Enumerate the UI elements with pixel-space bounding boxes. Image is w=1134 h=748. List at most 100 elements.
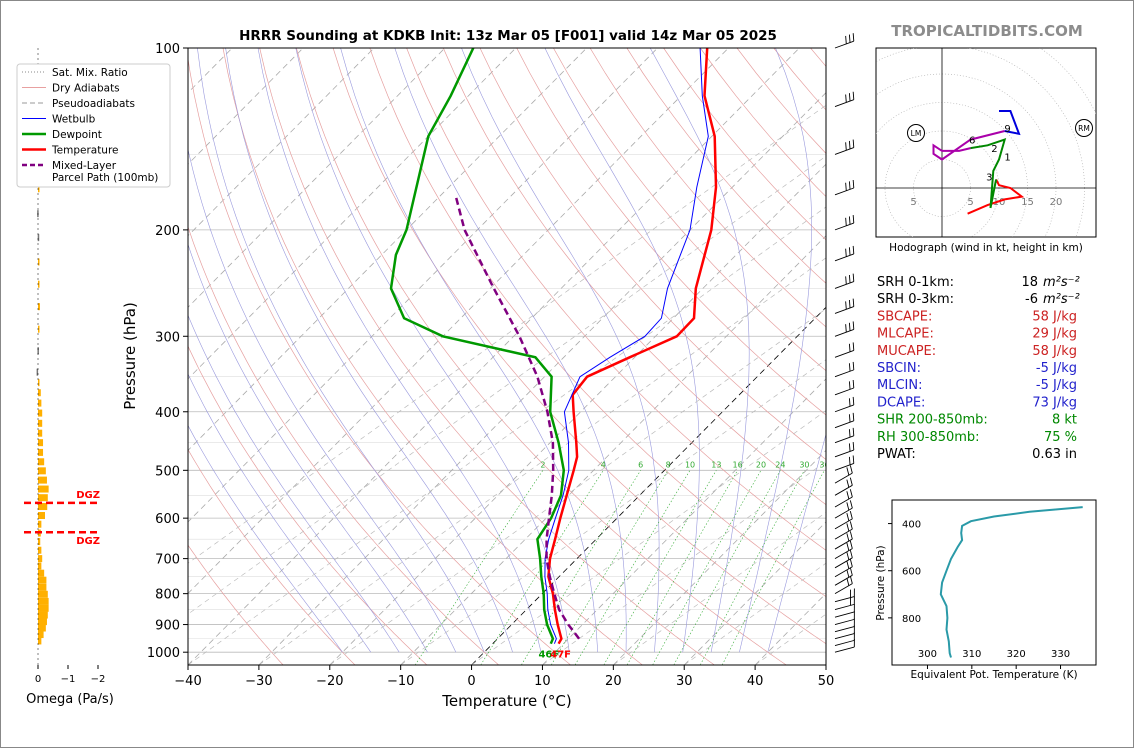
wind-barb-flag [845,301,847,310]
wind-barb-flag [846,569,850,578]
wind-barb-flag [845,217,847,226]
wind-barb-flag [852,379,855,389]
dry-adiabat-line [589,48,826,328]
dry-adiabat-line [296,48,787,665]
wetbulb-line [544,48,709,644]
omega-bar [38,538,41,546]
legend-label: Pseudoadiabats [52,98,135,110]
wind-barb-flag [845,94,847,103]
wind-barb-flag [846,542,850,551]
omega-bar [38,618,47,626]
omega-bar [38,546,42,554]
theta-e-x-tick-label: 320 [1007,649,1026,660]
isotherm-line [188,48,729,595]
dry-adiabat-line [188,448,356,665]
wind-barb [834,342,855,358]
wind-barb-flag [852,215,855,224]
isotherm-line [542,378,826,665]
y-tick-label: 800 [155,588,180,603]
index-value: 18 [1021,275,1038,290]
isotherm-line [329,163,826,665]
theta-e-x-tick-label: 300 [918,649,937,660]
moist-adiabat-line [197,48,485,653]
mixing-ratio-label: 30 [799,460,809,469]
dry-adiabat-line [516,48,826,416]
dry-adiabat-line [442,48,826,506]
x-tick-label: −40 [174,674,201,689]
wind-barb [834,33,855,49]
wind-barb-staff [834,306,854,314]
wind-barb-flag [846,479,850,488]
omega-bar [38,458,45,466]
wind-barb-flag [852,361,855,370]
wind-barb-staff [834,596,855,603]
wind-barb [834,427,855,444]
wind-barb-flag [852,91,855,100]
wind-barb-flag [852,455,855,464]
isotherm-line [188,48,375,237]
omega-bar [38,624,46,632]
wind-barb-flag [846,502,850,511]
index-label: SHR 200-850mb: [877,413,988,428]
theta-e-y-label: Pressure (hPa) [875,545,887,620]
x-tick-label: −30 [245,674,272,689]
dry-adiabat-line [479,48,826,460]
omega-bar [38,258,40,266]
wind-barb [834,618,855,633]
mixing-ratio-line [574,470,691,665]
moist-adiabat-line [188,243,428,653]
wind-barb-flag [852,321,855,330]
wind-barb-flag [852,139,855,148]
wind-barb-flag [848,140,851,149]
omega-axis-label: Omega (Pa/s) [26,692,114,707]
index-label: SRH 0-1km: [877,275,954,290]
omega-bar [38,389,41,397]
wind-barb-flag [846,491,850,500]
wind-barb [834,511,853,530]
index-unit: m²s⁻² [1043,292,1080,307]
theta-e-line [939,506,1083,658]
wind-barb [834,298,855,314]
theta-e-frame [891,499,1097,666]
x-tick-label: −10 [387,674,414,689]
mixing-ratio-line [551,470,669,665]
wind-barb-flag [849,489,853,498]
moist-adiabat-line [188,314,400,653]
wind-barb [834,179,855,196]
surface-temp-label: 47F [550,650,571,661]
index-value: 0.63 in [1032,447,1077,462]
omega-bar [38,439,44,447]
indices-table: SRH 0-1km: 18 m²s⁻² SRH 0-3km: -6 m²s⁻² SBCAPE… [877,275,1080,462]
legend-label: Wetbulb [52,114,96,126]
omega-bar [38,631,44,639]
x-tick-label: −20 [316,674,343,689]
wind-barb [834,549,853,569]
index-label: MUCAPE: [877,344,936,359]
moist-adiabat-line [188,373,372,653]
wind-barb [834,500,853,519]
omega-bar [38,520,42,528]
mixing-ratio-line [603,470,717,665]
wind-barb-flag [846,523,850,532]
hodograph-panel: 5 5 10 15 20 12 3 6 9 LM RM [875,47,1097,238]
wind-barb-staff [834,603,855,610]
omega-bar [38,637,42,645]
isotherm-line [471,306,826,665]
omega-bar [38,448,44,456]
omega-bar [38,185,40,193]
wind-barb-staff [834,147,854,155]
wind-barb [834,412,855,429]
omega-bar [37,347,39,355]
wind-barb-flag [849,540,853,549]
wind-barb-flag [848,443,851,452]
left-mover-marker [907,124,925,142]
wind-barb-flag [849,549,853,558]
omega-bar [38,494,48,502]
wind-barb-staff [834,557,853,569]
wind-barb-flag [852,396,855,405]
y-tick-label: 1000 [147,646,180,661]
theta-e-y-tick-label: 600 [902,567,921,578]
omega-panel: DGZ DGZ 0 −1 −2 [24,48,105,685]
y-tick-label: 200 [155,224,180,239]
